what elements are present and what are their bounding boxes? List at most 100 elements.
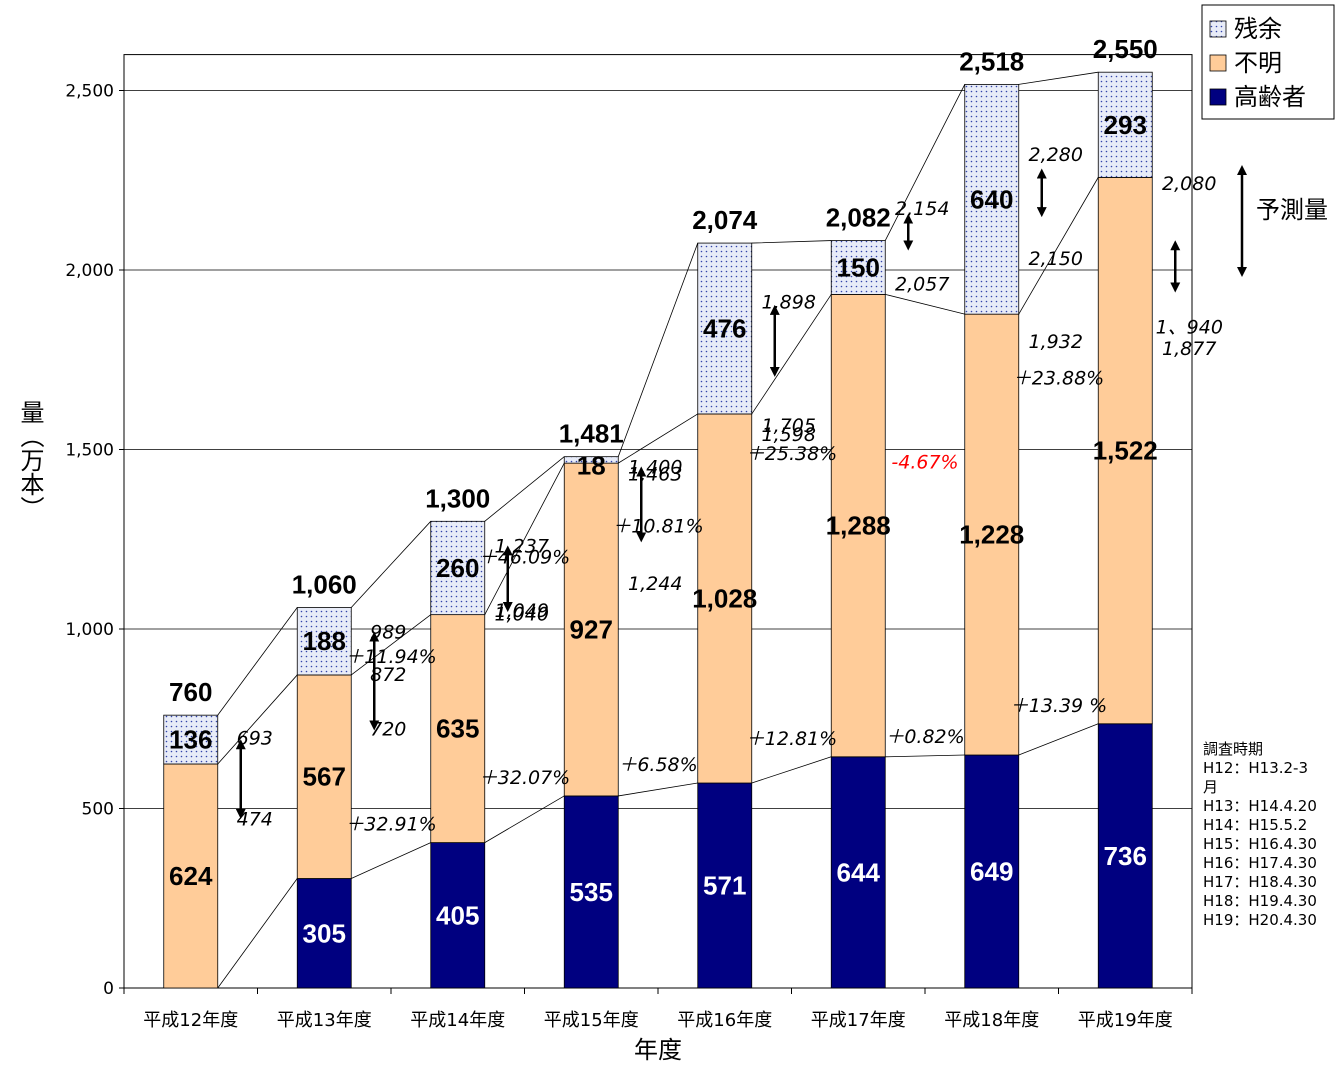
segment-value-label: 649 [970,857,1013,887]
segment-value-label: 644 [837,857,881,887]
range-annotation: 1,898 [762,291,816,313]
segment-value-label: 476 [703,314,746,344]
segment-value-label: 571 [703,871,746,901]
bar-segment-residual [430,520,486,616]
bar-segment-elderly [830,756,886,989]
bar-segment-residual [1097,71,1153,178]
bar-segment-unknown [1097,176,1153,725]
y-axis-title: 量（万本） [16,400,44,520]
segment-value-label: 567 [303,762,346,792]
x-tick-label: 平成18年度 [944,1010,1039,1031]
segment-value-label: 293 [1104,110,1147,140]
range-annotation: 1,244 [628,573,682,595]
segment-value-label: 260 [436,553,479,583]
growth-rate-label: ＋23.88% [1013,368,1104,390]
segment-value-label: 1,028 [692,583,757,613]
bar-total-label: 1,060 [292,569,357,599]
survey-note-line: H17：H18.4.30 [1203,873,1317,891]
range-annotation: 693 [237,727,273,749]
growth-rate-label: ＋6.58% [618,754,697,776]
growth-rate-label: ＋10.81% [612,516,703,538]
growth-rate-label: ＋13.39 % [1010,695,1108,717]
bar-total-label: 2,518 [959,46,1024,76]
segment-value-label: 405 [436,900,479,930]
range-annotation: 1,877 [1162,338,1216,360]
segment-value-label: 305 [303,918,346,948]
segment-value-label: 624 [169,861,213,891]
segment-value-label: 736 [1104,841,1147,871]
bar-segment-elderly [563,795,619,989]
growth-rate-label: ＋32.91% [345,814,436,836]
legend-label: 高齢者 [1234,83,1306,111]
bar-segment-residual [163,714,219,765]
survey-note-line: 月 [1203,778,1219,796]
x-tick-label: 平成13年度 [277,1010,372,1031]
survey-note-line: H14：H15.5.2 [1203,816,1308,834]
growth-rate-label: ＋25.38% [746,443,837,465]
series-connector-line [217,71,1099,716]
segment-value-label: 640 [970,184,1013,214]
range-annotation: 1,932 [1029,331,1083,353]
range-annotation: 720 [370,719,406,741]
range-annotation: 1,705 [762,415,816,437]
y-tick-label: 0 [103,979,114,999]
x-tick-label: 平成16年度 [677,1010,772,1031]
bar-total-label: 1,300 [425,483,490,513]
survey-note-title: 調査時期 [1203,740,1264,758]
bar-segment-residual [697,242,753,415]
range-annotation: 474 [237,808,273,830]
growth-rate-label: ＋46.09% [479,547,570,569]
y-tick-label: 1,000 [65,620,114,640]
range-annotation: 1,049 [495,600,549,622]
segment-value-label: 927 [570,615,613,645]
segment-value-label: 635 [436,714,479,744]
survey-note-line: H12：H13.2-3 [1203,759,1309,777]
x-tick-label: 平成12年度 [143,1010,238,1031]
segment-value-label: 535 [570,877,613,907]
segment-value-label: 136 [169,725,212,755]
legend-swatch [1209,88,1227,106]
range-annotation: 1,237 [495,535,549,557]
bar-total-label: 1,481 [559,419,624,449]
range-annotation: 1,400 [628,456,682,478]
bar-segment-unknown [163,763,219,989]
range-annotation: 989 [370,622,406,644]
survey-note-line: H16：H17.4.30 [1203,854,1317,872]
survey-note-line: H18：H19.4.30 [1203,892,1317,910]
legend-label: 不明 [1234,49,1282,77]
x-tick-label: 平成15年度 [544,1010,639,1031]
bar-segment-elderly [697,782,753,989]
survey-note-line: H13：H14.4.20 [1203,797,1317,815]
bar-segment-unknown [430,614,486,844]
range-annotation: 1,598 [762,424,816,446]
y-tick-label: 2,500 [65,82,114,102]
range-annotation: 2,150 [1029,248,1083,270]
legend-swatch [1209,54,1227,72]
forecast-label: 予測量 [1256,196,1328,224]
survey-note-line: H15：H16.4.30 [1203,835,1317,853]
segment-value-label: 150 [837,252,880,282]
x-tick-label: 平成14年度 [410,1010,505,1031]
bar-segment-unknown [830,294,886,758]
bar-segment-elderly [430,842,486,989]
bar-segment-elderly [964,754,1020,989]
series-connector-line [217,177,1099,765]
bar-segment-residual [296,607,352,676]
legend-label: 残余 [1234,15,1282,43]
bar-segment-residual [964,83,1020,315]
y-tick-label: 500 [82,800,114,820]
survey-period-note: 調査時期 H12：H13.2-3 月 H13：H14.4.20 H14：H15.… [1203,740,1333,930]
legend-swatch [1209,20,1227,38]
range-annotation: 1、940 [1156,316,1223,338]
range-annotation: 2,080 [1162,173,1216,195]
growth-rate-label: ＋32.07% [479,767,570,789]
bar-segment-elderly [1097,723,1153,989]
survey-note-line: H19：H20.4.30 [1203,911,1317,929]
bar-total-label: 760 [169,677,212,707]
bar-segment-unknown [563,462,619,797]
range-annotation: 2,057 [895,273,949,295]
bar-total-label: 2,082 [826,203,891,233]
bar-segment-residual [830,240,886,295]
growth-rate-label: ＋12.81% [746,728,837,750]
